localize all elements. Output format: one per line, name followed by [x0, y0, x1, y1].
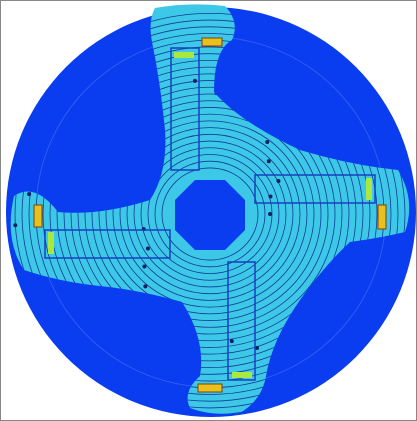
- field-plot: [0, 0, 417, 421]
- shaft-hole: [175, 180, 245, 250]
- flux-arrow: [269, 194, 273, 198]
- hot-spot: [48, 232, 54, 254]
- flux-arrow: [27, 192, 31, 196]
- flux-arrow: [276, 179, 280, 183]
- flux-arrow: [13, 223, 17, 227]
- flux-arrow: [267, 159, 271, 163]
- hot-spot: [366, 178, 372, 200]
- flux-arrow: [143, 284, 147, 288]
- flux-arrow: [146, 246, 150, 250]
- hot-spot: [34, 205, 42, 227]
- flux-arrow: [265, 140, 269, 144]
- hot-spot: [232, 372, 252, 378]
- flux-arrow: [268, 212, 272, 216]
- hot-spot: [378, 205, 386, 229]
- flux-arrow: [193, 79, 197, 83]
- hot-spot: [202, 38, 222, 46]
- flux-arrow: [230, 339, 234, 343]
- hot-spot: [174, 52, 194, 58]
- flux-arrow: [142, 264, 146, 268]
- page: (() => { const svg = document.getElement…: [0, 0, 417, 421]
- hot-spot: [198, 384, 222, 392]
